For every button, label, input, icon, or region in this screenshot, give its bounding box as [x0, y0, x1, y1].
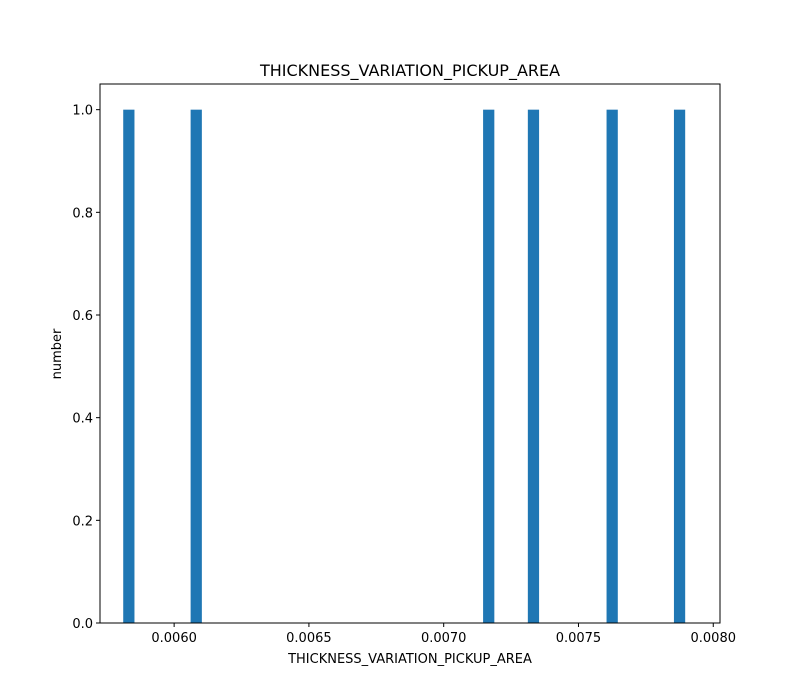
- histogram-bar-2: [190, 109, 202, 623]
- y-tick-label: 0.6: [72, 309, 93, 324]
- y-tick-label: 1.0: [72, 104, 93, 119]
- histogram-bar-6: [673, 109, 686, 623]
- histogram-bar-5: [606, 109, 618, 623]
- histogram-bar-1: [123, 109, 135, 623]
- x-tick-label: 0.0080: [691, 631, 737, 646]
- histogram-bar-3: [483, 109, 495, 623]
- y-tick-label: 0.0: [72, 617, 93, 632]
- x-tick-label: 0.0065: [286, 631, 332, 646]
- plot-frame: [99, 83, 721, 624]
- histogram-bar-4: [527, 109, 540, 623]
- y-axis-label: number: [50, 328, 65, 379]
- y-axis-ticks: 0.0 0.2 0.4 0.6 0.8 1.0: [72, 104, 100, 632]
- y-tick-label: 0.8: [72, 206, 93, 221]
- x-axis-label: THICKNESS_VARIATION_PICKUP_AREA: [287, 652, 532, 667]
- y-tick-label: 0.2: [72, 514, 93, 529]
- x-tick-label: 0.0070: [421, 631, 467, 646]
- y-tick-label: 0.4: [72, 412, 93, 427]
- chart-title: THICKNESS_VARIATION_PICKUP_AREA: [259, 61, 560, 81]
- x-axis-ticks: 0.0060 0.0065 0.0070 0.0075 0.0080: [151, 623, 736, 646]
- x-tick-label: 0.0060: [151, 631, 197, 646]
- bars-group: [123, 109, 686, 623]
- x-tick-label: 0.0075: [556, 631, 602, 646]
